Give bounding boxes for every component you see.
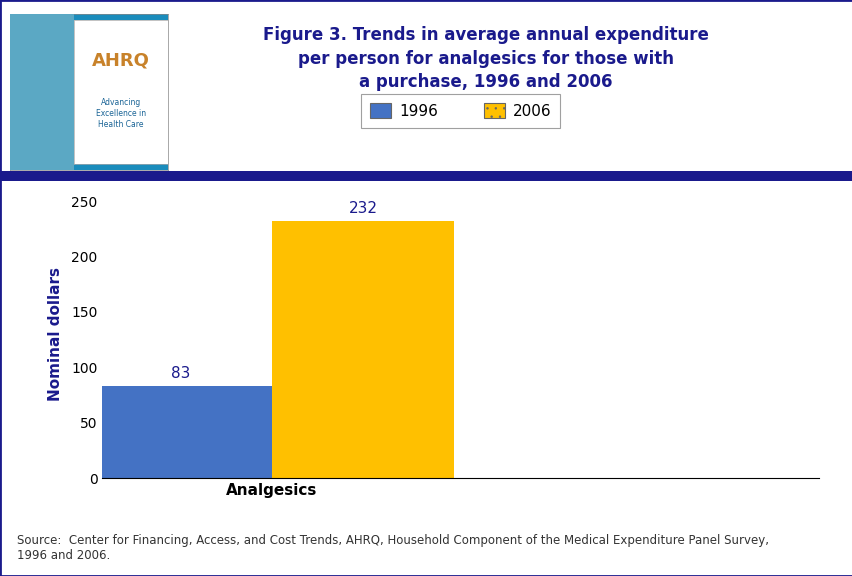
Text: 232: 232	[348, 200, 377, 215]
Legend: 1996, 2006: 1996, 2006	[360, 94, 560, 128]
Text: Source:  Center for Financing, Access, and Cost Trends, AHRQ, Household Componen: Source: Center for Financing, Access, an…	[17, 533, 769, 562]
Text: Advancing
Excellence in
Health Care: Advancing Excellence in Health Care	[96, 98, 146, 130]
Text: 83: 83	[170, 366, 190, 381]
Text: AHRQ: AHRQ	[92, 51, 150, 70]
Bar	[89, 386, 272, 478]
Text: Figure 3. Trends in average annual expenditure
per person for analgesics for tho: Figure 3. Trends in average annual expen…	[263, 26, 708, 91]
Bar	[272, 221, 453, 478]
Y-axis label: Nominal dollars: Nominal dollars	[48, 267, 63, 401]
